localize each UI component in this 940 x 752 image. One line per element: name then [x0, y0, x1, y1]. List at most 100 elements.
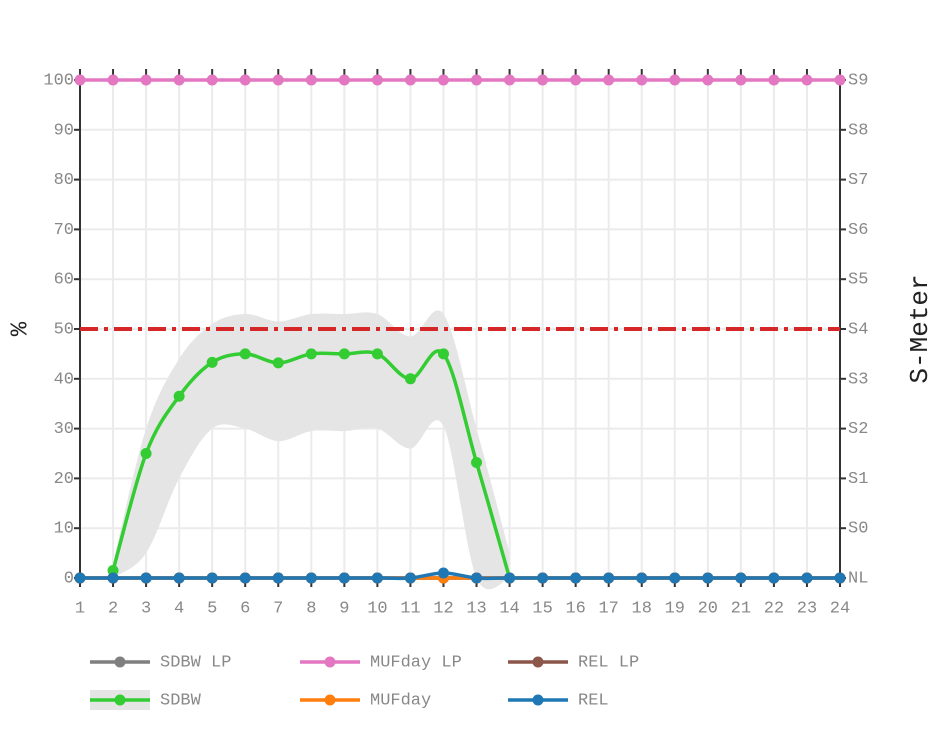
series-marker: [471, 456, 483, 468]
legend-label: SDBW: [160, 691, 202, 710]
series-marker: [305, 74, 317, 86]
y2-tick-label: S9: [848, 71, 868, 90]
x-tick-label: 8: [306, 599, 316, 618]
x-tick-label: 2: [108, 599, 118, 618]
series-marker: [504, 74, 516, 86]
x-tick-label: 21: [731, 599, 751, 618]
series-marker: [107, 74, 119, 86]
legend-marker: [324, 656, 336, 668]
series-marker: [636, 572, 648, 584]
series-marker: [305, 572, 317, 584]
x-tick-label: 24: [830, 599, 850, 618]
y-tick-label: 30: [54, 420, 74, 439]
x-tick-label: 19: [665, 599, 685, 618]
y2-tick-label: S4: [848, 320, 868, 339]
x-tick-label: 11: [400, 599, 420, 618]
y-tick-label: 80: [54, 171, 74, 190]
y2-tick-label: NL: [848, 569, 868, 588]
series-marker: [206, 74, 218, 86]
series-marker: [570, 572, 582, 584]
series-marker: [669, 572, 681, 584]
y2-tick-label: S3: [848, 370, 868, 389]
y2-tick-label: S6: [848, 221, 868, 240]
x-tick-label: 10: [367, 599, 387, 618]
series-marker: [735, 572, 747, 584]
series-marker: [404, 572, 416, 584]
series-marker: [537, 74, 549, 86]
series-marker: [537, 572, 549, 584]
y2-axis-label: S-Meter: [905, 274, 935, 383]
y2-tick-label: S7: [848, 171, 868, 190]
series-marker: [371, 74, 383, 86]
series-marker: [371, 348, 383, 360]
series-marker: [437, 74, 449, 86]
x-tick-label: 6: [240, 599, 250, 618]
series-marker: [173, 572, 185, 584]
y-tick-label: 60: [54, 271, 74, 290]
series-marker: [305, 348, 317, 360]
x-tick-label: 17: [598, 599, 618, 618]
y-tick-label: 0: [64, 569, 74, 588]
series-marker: [173, 390, 185, 402]
series-marker: [471, 572, 483, 584]
series-marker: [140, 448, 152, 459]
y-tick-label: 100: [43, 71, 74, 90]
y-tick-label: 50: [54, 320, 74, 339]
legend-marker: [114, 656, 126, 668]
series-marker: [140, 572, 152, 584]
series-marker: [272, 357, 284, 369]
series-marker: [338, 348, 350, 360]
series-marker: [636, 74, 648, 86]
series-marker: [338, 74, 350, 86]
series-marker: [206, 356, 218, 368]
series-marker: [107, 572, 119, 584]
series-marker: [74, 572, 86, 584]
x-tick-label: 1: [75, 599, 85, 618]
y2-tick-label: S2: [848, 420, 868, 439]
series-marker: [437, 348, 449, 360]
y-axis-label: %: [7, 321, 34, 336]
legend-label: MUFday LP: [370, 653, 462, 672]
series-marker: [603, 74, 615, 86]
series-marker: [702, 74, 714, 86]
series-marker: [801, 74, 813, 86]
y2-tick-label: S5: [848, 271, 868, 290]
legend-label: REL: [578, 691, 609, 710]
series-marker: [272, 74, 284, 86]
series-marker: [735, 74, 747, 86]
series-marker: [437, 567, 449, 579]
y2-tick-label: S0: [848, 520, 868, 539]
series-marker: [404, 373, 416, 385]
x-tick-label: 5: [207, 599, 217, 618]
series-marker: [801, 572, 813, 584]
y-tick-label: 20: [54, 470, 74, 489]
series-marker: [404, 74, 416, 86]
series-marker: [338, 572, 350, 584]
series-marker: [239, 74, 251, 86]
x-tick-label: 13: [466, 599, 486, 618]
series-marker: [239, 348, 251, 360]
series-marker: [834, 74, 846, 86]
legend-label: REL LP: [578, 653, 639, 672]
series-marker: [173, 74, 185, 86]
series-marker: [371, 572, 383, 584]
x-tick-label: 7: [273, 599, 283, 618]
series-marker: [272, 572, 284, 584]
y-tick-label: 40: [54, 370, 74, 389]
series-marker: [570, 74, 582, 86]
legend-label: MUFday: [370, 691, 431, 710]
legend-marker: [324, 694, 336, 706]
x-tick-label: 14: [499, 599, 519, 618]
y-tick-label: 90: [54, 121, 74, 140]
x-tick-label: 20: [698, 599, 718, 618]
x-tick-label: 15: [532, 599, 552, 618]
series-marker: [768, 74, 780, 86]
x-tick-label: 12: [433, 599, 453, 618]
series-marker: [504, 572, 516, 584]
legend-marker: [532, 656, 544, 668]
series-marker: [140, 74, 152, 86]
x-tick-label: 23: [797, 599, 817, 618]
series-marker: [239, 572, 251, 584]
series-marker: [768, 572, 780, 584]
